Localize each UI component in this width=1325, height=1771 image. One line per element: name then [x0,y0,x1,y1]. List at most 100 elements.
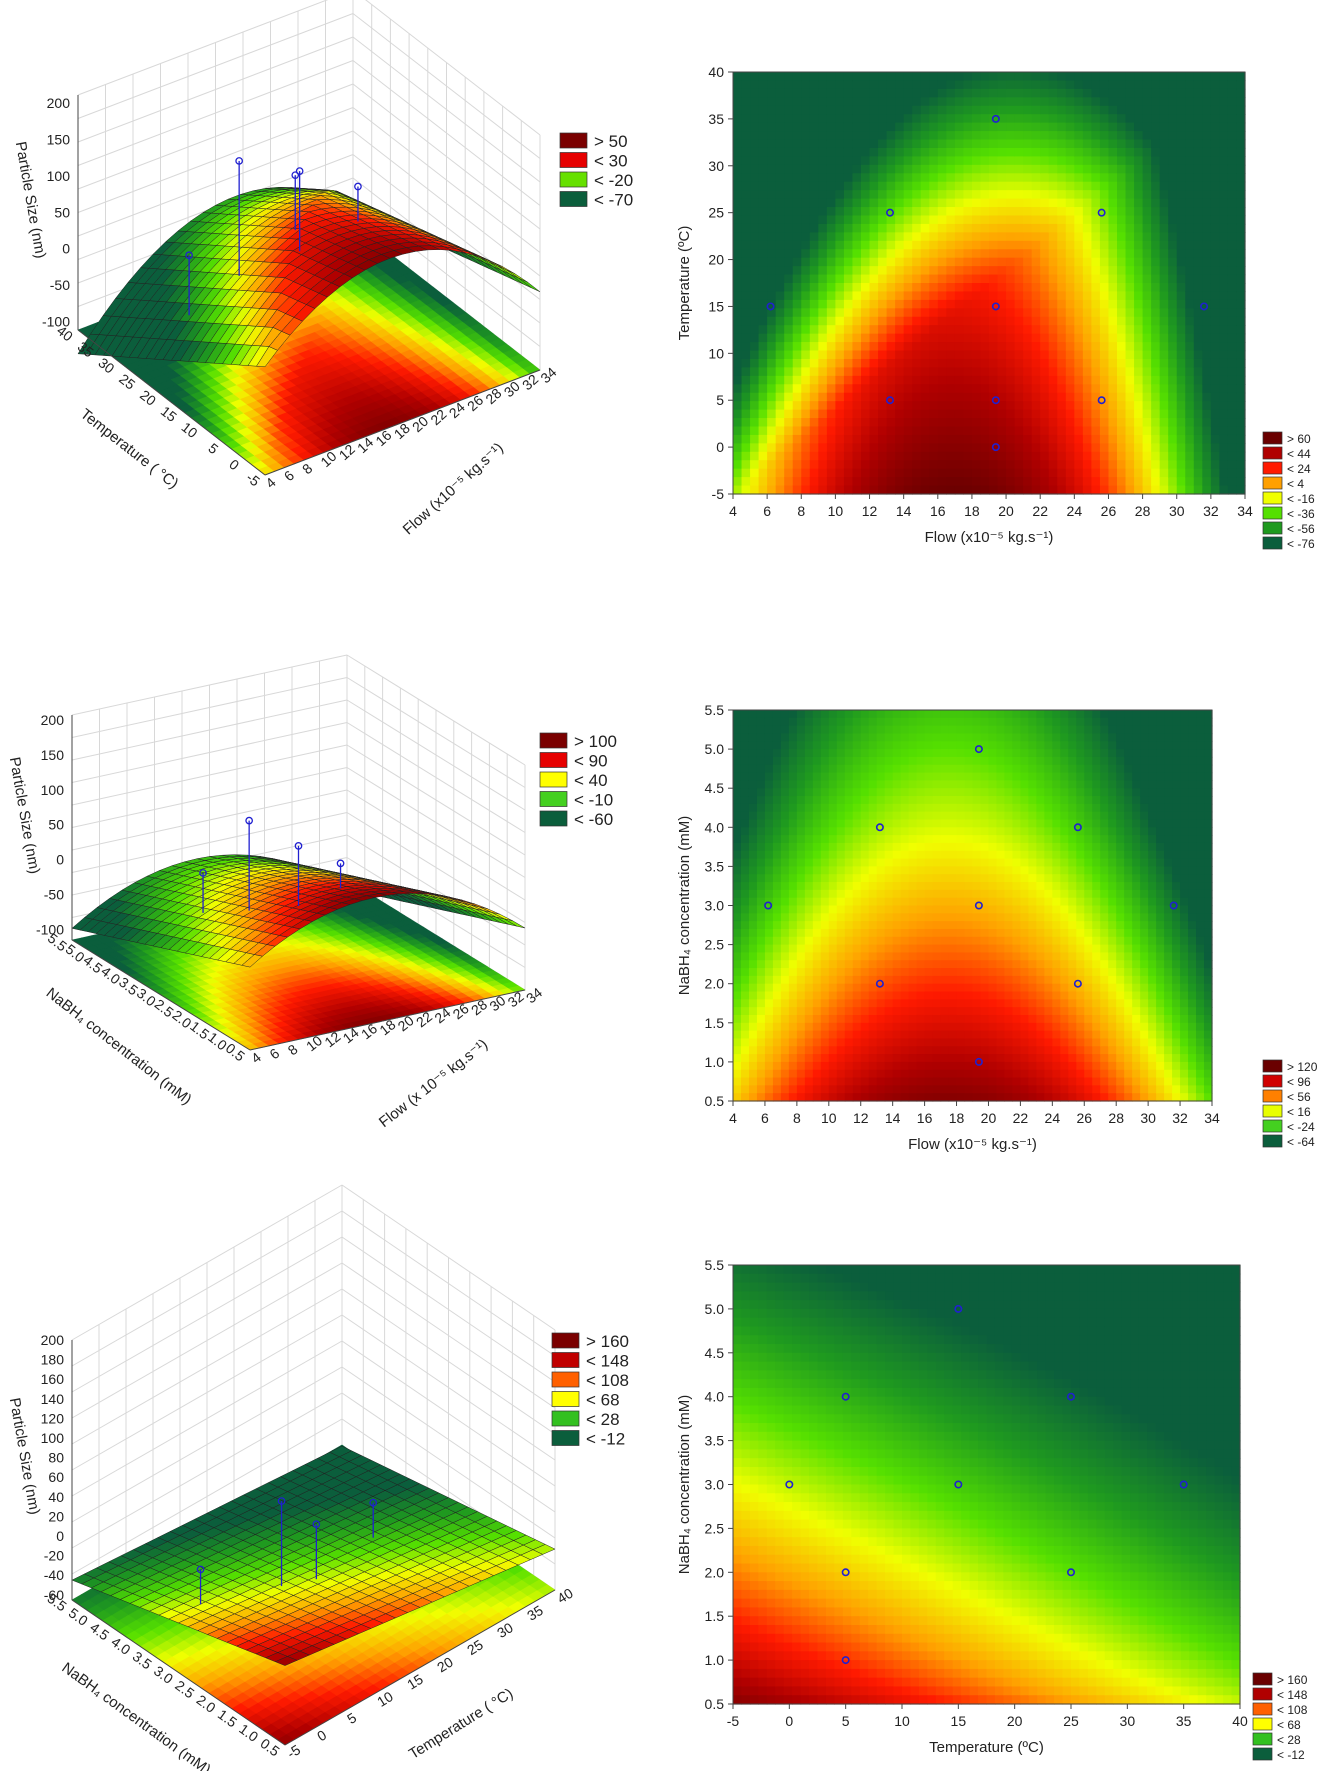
heatmap-cell [997,418,1007,428]
heatmap-cell [733,443,743,453]
heatmap-cell [980,147,990,157]
heatmap-cell [750,468,760,478]
heatmap-cell [1151,299,1161,309]
heatmap-cell [971,274,982,284]
heatmap-cell [861,342,871,352]
heatmap-cell [878,114,888,124]
heatmap-cell [1048,173,1058,183]
heatmap-cell [963,240,973,250]
heatmap-cell [758,367,768,377]
heatmap-cell [758,384,768,394]
heatmap-cell [929,72,939,82]
heatmap-cell [929,316,939,326]
heatmap-cell [1014,308,1024,318]
heatmap-cell [1142,375,1152,385]
heatmap-cell [903,434,913,444]
heatmap-cell [1048,477,1058,487]
heatmap-cell [1108,451,1118,461]
heatmap-cell [912,207,922,217]
contour-plot-1-svg: 4 6 8 10 12 14 16 18 20 22 24 26 28 30 32 34-5051015202… [676,64,1315,551]
heatmap-cell [1125,131,1135,141]
heatmap-cell [912,426,922,436]
heatmap-cell [767,333,777,343]
heatmap-cell [1040,232,1050,242]
heatmap-cell [886,223,896,233]
heatmap-cell [1074,468,1084,478]
heatmap-cell [1031,434,1041,444]
heatmap-cell [1108,257,1118,267]
heatmap-cell [1048,198,1058,208]
heatmap-cell [903,223,913,233]
heatmap-cell [1125,266,1135,276]
heatmap-cell [1159,147,1169,157]
heatmap-cell [843,358,854,368]
heatmap-cell [912,198,922,208]
heatmap-cell [792,308,802,318]
heatmap-cell [750,257,760,267]
heatmap-cell [809,325,819,335]
heatmap-cell [750,274,760,284]
heatmap-cell [741,215,751,225]
heatmap-cell [741,80,751,90]
heatmap-cell [826,299,836,309]
heatmap-cell [1134,266,1144,276]
heatmap-cell [954,392,964,402]
heatmap-cell [869,97,879,107]
heatmap-cell [741,164,751,174]
heatmap-cell [775,375,785,385]
heatmap-cell [750,232,760,242]
heatmap-cell [1091,460,1101,470]
heatmap-cell [1014,477,1024,487]
heatmap-cell [903,291,913,301]
y-tick-label: 5 [716,392,724,408]
heatmap-cell [1227,485,1238,495]
heatmap-cell [1099,164,1110,174]
heatmap-cell [912,308,922,318]
heatmap-cell [801,240,811,250]
heatmap-cell [1159,392,1169,402]
heatmap-cell [886,384,896,394]
heatmap-cell [1014,215,1024,225]
heatmap-cell [980,342,990,352]
heatmap-cell [750,88,760,98]
heatmap-cell [1125,190,1135,200]
heatmap-cell [733,156,743,166]
heatmap-cell [1031,232,1041,242]
heatmap-cell [835,147,845,157]
heatmap-cell [1091,181,1101,191]
heatmap-cell [1168,477,1178,487]
heatmap-cell [1176,283,1186,293]
heatmap-cell [767,198,777,208]
heatmap-cell [1185,434,1195,444]
heatmap-cell [733,358,743,368]
heatmap-cell [1168,401,1178,411]
heatmap-cell [1031,392,1041,402]
heatmap-cell [775,468,785,478]
heatmap-cell [980,164,990,174]
heatmap-cell [852,122,862,132]
design-point [991,114,1000,123]
heatmap-cell [1082,249,1092,259]
heatmap-cell [733,426,743,436]
heatmap-cell [980,434,990,444]
heatmap-cell [792,485,802,495]
heatmap-cell [818,409,828,419]
heatmap-cell [1227,198,1238,208]
heatmap-cell [989,485,999,495]
heatmap-cell [758,164,768,174]
heatmap-cell [1074,367,1084,377]
heatmap-cell [929,198,939,208]
heatmap-cell [792,114,802,124]
heatmap-cell [980,257,990,267]
heatmap-cell [920,358,930,368]
heatmap-cell [835,451,845,461]
heatmap-cell [1040,434,1050,444]
heatmap-cell [792,156,802,166]
heatmap-cell [886,164,896,174]
heatmap-cell [852,426,862,436]
heatmap-cell [733,283,743,293]
heatmap-cell [1014,384,1024,394]
heatmap-cell [835,342,845,352]
heatmap-cell [801,198,811,208]
heatmap-cell [895,72,905,82]
